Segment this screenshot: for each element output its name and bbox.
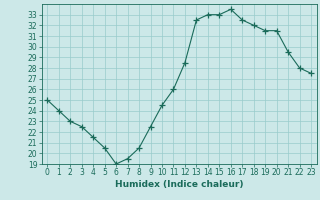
- X-axis label: Humidex (Indice chaleur): Humidex (Indice chaleur): [115, 180, 244, 189]
